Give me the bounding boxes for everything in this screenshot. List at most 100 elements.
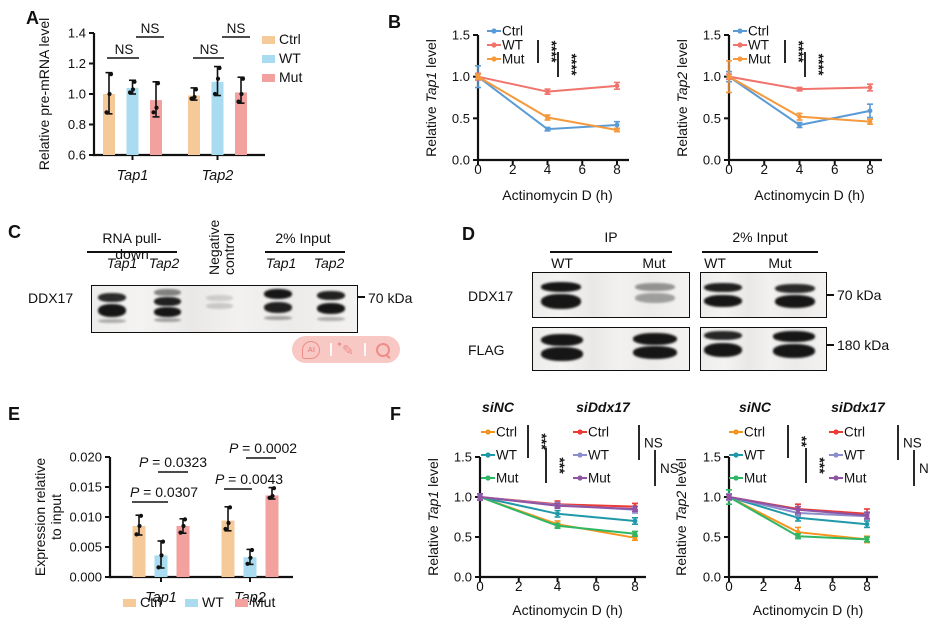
blot-row-label-ddx17-d: DDX17 [468, 288, 514, 304]
protein-band [154, 297, 181, 306]
svg-text:1.0: 1.0 [454, 490, 472, 505]
pulldown-group-title: RNA pull-down [102, 230, 162, 262]
protein-band [773, 331, 815, 342]
svg-text:2: 2 [760, 579, 768, 594]
protein-band [154, 289, 181, 296]
svg-text:1.4: 1.4 [68, 26, 86, 41]
protein-band [775, 295, 815, 308]
svg-text:****: **** [564, 54, 580, 76]
svg-text:****: **** [811, 54, 827, 76]
protein-band [206, 303, 233, 309]
svg-text:P = 0.0307: P = 0.0307 [130, 484, 198, 500]
svg-text:Mut: Mut [496, 471, 519, 486]
size-marker-180kda-d: 180 kDa [837, 337, 890, 353]
ai-assistant-toolbar[interactable]: AI ✎ ✦ [292, 336, 400, 363]
svg-text:0.5: 0.5 [703, 111, 721, 126]
protein-band [541, 347, 583, 361]
input-lane-mut: Mut [768, 255, 792, 271]
svg-text:Ctrl: Ctrl [502, 24, 523, 39]
svg-text:Ctrl: Ctrl [140, 594, 162, 610]
protein-band [775, 284, 815, 293]
svg-text:0.020: 0.020 [69, 450, 102, 465]
svg-text:Relative Tap1 level: Relative Tap1 level [423, 39, 439, 157]
svg-text:1.0: 1.0 [703, 490, 721, 505]
blot-row-label-flag: FLAG [468, 342, 505, 358]
pulldown-lane-tap1: Tap1 [106, 255, 138, 271]
svg-text:0: 0 [476, 579, 484, 594]
protein-band [264, 302, 292, 313]
blot-input-ddx17 [700, 272, 827, 318]
protein-band [773, 344, 815, 358]
panel-e-bar-chart: 0.000 0.005 0.010 0.015 0.020 Tap1 Tap2 Express… [20, 420, 380, 622]
size-marker-70kda-d: 70 kDa [837, 287, 882, 303]
svg-text:Ctrl: Ctrl [748, 24, 769, 39]
svg-text:0.5: 0.5 [454, 530, 472, 545]
svg-text:0.000: 0.000 [69, 570, 102, 585]
ai-edit-button[interactable]: ✎ ✦ [336, 339, 354, 358]
protein-band [206, 295, 233, 301]
svg-text:Actinomycin D (h): Actinomycin D (h) [754, 187, 864, 203]
svg-text:1.0: 1.0 [703, 69, 721, 84]
svg-text:NS: NS [660, 461, 679, 476]
ai-chat-bubble-icon: AI [302, 340, 321, 359]
svg-text:Mut: Mut [252, 594, 275, 610]
panel-label-a: A [26, 8, 39, 28]
protein-band [154, 318, 181, 322]
svg-text:1.5: 1.5 [703, 28, 721, 43]
protein-band [98, 304, 126, 317]
blot-ip-flag [532, 327, 690, 371]
svg-text:WT: WT [588, 448, 609, 463]
ai-search-button[interactable] [375, 342, 390, 357]
divider [330, 343, 332, 356]
blot-row-label-ddx17-c: DDX17 [28, 290, 74, 306]
ip-group-underline [550, 251, 672, 253]
svg-text:4: 4 [796, 162, 804, 177]
svg-text:Mut: Mut [588, 471, 611, 486]
svg-text:siDdx17: siDdx17 [831, 399, 886, 415]
svg-text:0.0: 0.0 [703, 153, 721, 168]
svg-text:Relative Tap1 level: Relative Tap1 level [425, 458, 441, 576]
svg-text:NS: NS [644, 436, 663, 451]
ai-chat-button[interactable]: AI [302, 340, 321, 359]
svg-text:Actinomycin D (h): Actinomycin D (h) [512, 602, 622, 618]
input-group-title-c: 2% Input [275, 230, 331, 246]
svg-text:Ctrl: Ctrl [588, 425, 609, 440]
protein-band [541, 294, 581, 309]
svg-text:Actinomycin D (h): Actinomycin D (h) [753, 602, 863, 618]
svg-text:Ctrl: Ctrl [744, 425, 765, 440]
size-marker-70kda-c: 70 kDa [368, 290, 413, 306]
svg-text:NS: NS [919, 461, 928, 476]
svg-text:0: 0 [725, 162, 733, 177]
svg-text:8: 8 [866, 162, 874, 177]
svg-text:Ctrl: Ctrl [844, 425, 865, 440]
input-lane-tap2: Tap2 [313, 255, 345, 271]
svg-text:WT: WT [202, 594, 224, 610]
svg-text:Ctrl: Ctrl [279, 31, 301, 47]
svg-text:NS: NS [903, 436, 922, 451]
svg-text:2: 2 [515, 579, 523, 594]
svg-text:0.0: 0.0 [454, 570, 472, 585]
svg-text:8: 8 [613, 162, 621, 177]
svg-text:Ctrl: Ctrl [496, 425, 517, 440]
panel-label-b: B [388, 12, 401, 32]
input-group-underline-c [265, 251, 345, 253]
svg-text:****: **** [791, 41, 807, 63]
svg-text:0: 0 [474, 162, 482, 177]
panel-f-tap1-line-chart: 0.0 0.5 1.0 1.5 0 2 4 6 8 Actinomycin D (h) Relati… [420, 399, 679, 622]
negative-control-label: Negative control [206, 219, 237, 275]
svg-text:0.5: 0.5 [703, 530, 721, 545]
svg-text:Mut: Mut [748, 52, 771, 67]
pen-sparkle-icon: ✎ ✦ [336, 339, 354, 358]
svg-text:2: 2 [509, 162, 517, 177]
protein-band [635, 293, 675, 303]
svg-text:NS: NS [227, 21, 246, 36]
ip-lane-mut: Mut [642, 255, 666, 271]
svg-text:1.5: 1.5 [454, 450, 472, 465]
protein-band [317, 317, 345, 321]
panel-b-tap2-line-chart: 0.0 0.5 1.0 1.5 0 2 4 6 8 Actinomycin D (h) Relati… [670, 10, 928, 220]
svg-text:Relative Tap2 level: Relative Tap2 level [674, 39, 690, 157]
svg-text:1.5: 1.5 [703, 450, 721, 465]
svg-text:0.015: 0.015 [69, 480, 102, 495]
svg-text:siNC: siNC [739, 399, 772, 415]
protein-band [704, 283, 742, 292]
